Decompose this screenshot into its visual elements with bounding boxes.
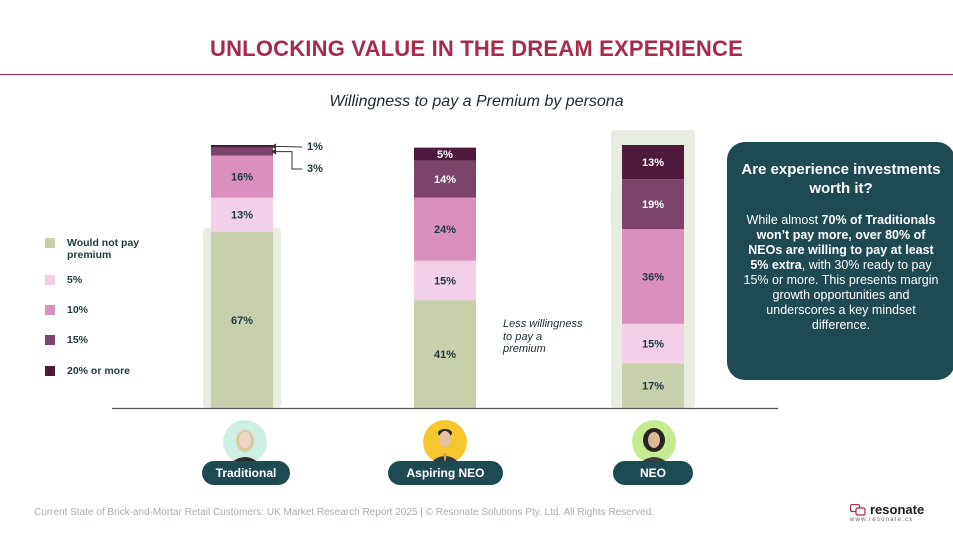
- side-note: Less willingness to pay a premium: [503, 318, 583, 355]
- page-title: UNLOCKING VALUE IN THE DREAM EXPERIENCE: [210, 36, 743, 61]
- persona-label-neo: NEO: [613, 461, 693, 485]
- logo-icon: [850, 504, 866, 516]
- data-label: 15%: [642, 339, 664, 351]
- callout-body: While almost 70% of Traditionals won’t p…: [739, 213, 943, 333]
- legend-label: 10%: [67, 304, 89, 316]
- data-label: 15%: [434, 275, 456, 287]
- legend-label: 20% or more: [67, 365, 131, 377]
- legend-label: 15%: [67, 334, 89, 346]
- bar-segment-traditional-0: [211, 231, 273, 408]
- persona-label-aspiring-neo: Aspiring NEO: [388, 461, 503, 485]
- annotation-3pct: 3%: [307, 163, 323, 175]
- legend-swatch: [45, 305, 55, 315]
- legend-swatch: [45, 238, 55, 248]
- callout-text: , with 30% ready to pay 15% or more. Thi…: [743, 258, 939, 332]
- legend-swatch: [45, 335, 55, 345]
- avatar-aspiring-neo: [423, 420, 467, 464]
- data-label: 19%: [642, 199, 664, 211]
- bar-segment-traditional-1: [211, 197, 273, 232]
- bar-segment-traditional-2: [211, 155, 273, 198]
- data-label: 67%: [231, 315, 253, 327]
- avatar-traditional: [223, 420, 267, 464]
- legend-label: 5%: [67, 274, 83, 286]
- logo-wordmark: resonate: [870, 502, 925, 517]
- callout-title: Are experience investments worth it?: [741, 161, 941, 197]
- data-label: 24%: [434, 224, 456, 236]
- bar-segment-neo-1: [622, 323, 684, 364]
- callout-emphasis: 70% of Traditionals won’t pay more, over…: [748, 213, 936, 272]
- data-label: 41%: [434, 349, 456, 361]
- title-divider: [0, 74, 953, 75]
- data-label: 36%: [642, 272, 664, 284]
- bar-segment-traditional-4: [211, 145, 273, 148]
- legend-swatch: [45, 366, 55, 376]
- data-label: 16%: [231, 172, 253, 184]
- bar-segment-aspiring-neo-2: [414, 197, 476, 261]
- bar-segment-neo-3: [622, 179, 684, 230]
- insight-callout: Are experience investments worth it? Whi…: [727, 142, 953, 380]
- footer-copyright: Current State of Brick-and-Mortar Retail…: [34, 507, 655, 518]
- arrow-head: [271, 148, 276, 155]
- bar-segment-aspiring-neo-1: [414, 260, 476, 301]
- chart-title: Willingness to pay a Premium by persona: [329, 93, 624, 110]
- logo-url: www.resonate.cx: [850, 517, 914, 523]
- data-label: 13%: [642, 157, 664, 169]
- arrow-head: [271, 143, 276, 150]
- bar-segment-traditional-3: [211, 147, 273, 156]
- person-icon: [423, 420, 467, 464]
- data-label: 13%: [231, 210, 253, 222]
- bar-segment-aspiring-neo-0: [414, 300, 476, 408]
- bar-segment-neo-0: [622, 363, 684, 408]
- bar-segment-aspiring-neo-3: [414, 160, 476, 198]
- bar-segment-neo-4: [622, 145, 684, 180]
- persona-label-traditional: Traditional: [202, 461, 290, 485]
- data-label: 17%: [642, 381, 664, 393]
- avatar-neo: [632, 420, 676, 464]
- annotation-arrow-3pct: [276, 151, 302, 170]
- callout-text: While almost: [746, 213, 822, 227]
- annotation-arrow-1pct: [275, 145, 303, 148]
- legend-swatch: [45, 275, 55, 285]
- annotation-1pct: 1%: [307, 141, 323, 153]
- person-icon: [223, 420, 267, 464]
- bar-segment-aspiring-neo-4: [414, 147, 476, 161]
- data-label: 5%: [437, 149, 453, 161]
- bar-segment-neo-2: [622, 229, 684, 324]
- data-label: 14%: [434, 174, 456, 186]
- legend-label: Would not pay premium: [67, 237, 140, 261]
- resonate-logo: resonate www.resonate.cx: [850, 500, 930, 526]
- person-icon: [632, 420, 676, 464]
